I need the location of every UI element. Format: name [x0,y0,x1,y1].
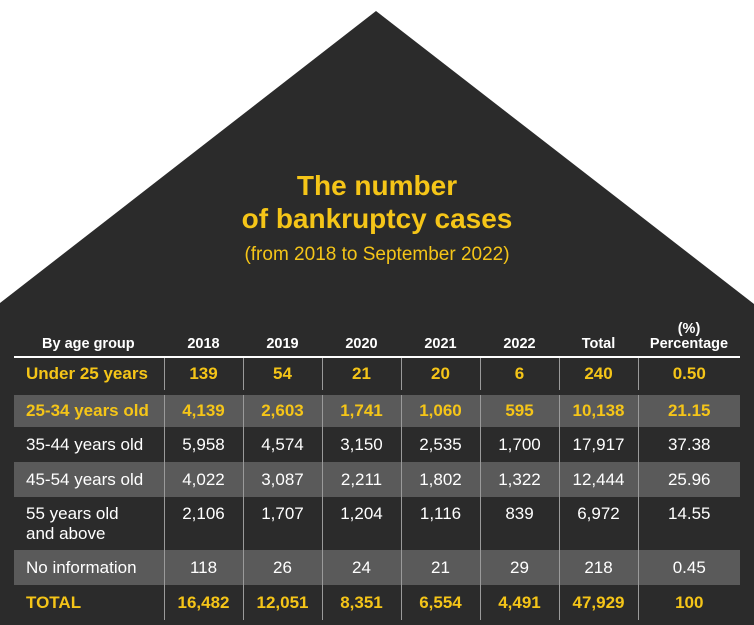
table-cell: 8,351 [321,585,401,620]
table-cell: 6,554 [400,585,480,620]
table-row: 45-54 years old 4,022 3,087 2,211 1,802 1,322… [14,462,740,497]
table-cell: 54 [242,357,322,395]
row-label: 45-54 years old [14,462,164,497]
table-cell: 839 [479,497,559,550]
column-header: 2018 [164,312,243,358]
table-cell: 16,482 [163,585,243,620]
chart-title-line-1: The number [296,170,458,201]
table-cell: 21 [321,357,401,395]
table-header-row: By age group 2018 2019 2020 2021 2022 Total (%)… [14,312,740,358]
table-cell: 4,022 [163,462,243,497]
table-cell: 1,707 [242,497,322,550]
table-cell: 1,116 [400,497,480,550]
table-cell: 20 [400,357,480,395]
table-cell: 14.55 [637,497,740,550]
column-header: (%) Percentage [638,312,740,358]
row-label: 55 years old and above [26,504,119,543]
table-cell: 24 [321,550,401,585]
table-row: 55 years old and above 2,106 1,707 1,204 1,11… [14,497,740,550]
table-cell: 2,535 [400,427,480,462]
column-header: By age group [14,312,164,358]
table-cell: 1,700 [479,427,559,462]
table-row: 25-34 years old 4,139 2,603 1,741 1,060 595 10… [14,392,740,427]
table-cell: 12,444 [558,462,638,497]
column-header: 2021 [401,312,480,358]
table-cell: 47,929 [558,585,638,620]
table-row: TOTAL 16,482 12,051 8,351 6,554 4,491 47,929 10… [14,585,740,620]
table-cell: 12,051 [242,585,322,620]
table-cell: 17,917 [558,427,638,462]
table-cell: 3,150 [321,427,401,462]
table-cell: 4,491 [479,585,559,620]
table-cell: 25.96 [637,462,740,497]
table-cell: 1,060 [400,392,480,427]
table-row: Under 25 years 139 54 21 20 6 240 0.50 [14,357,740,395]
table-cell: 139 [163,357,243,395]
table-cell: 2,603 [242,392,322,427]
table-cell: 0.50 [637,357,740,395]
table-cell: 21 [400,550,480,585]
chart-title-line-2: of bankruptcy cases [241,203,513,234]
table-cell: 100 [637,585,740,620]
column-header: 2022 [480,312,559,358]
table-row: 35-44 years old 5,958 4,574 3,150 2,535 1,700… [14,427,740,462]
table-cell: 1,741 [321,392,401,427]
table-cell: 118 [163,550,243,585]
table-cell: 5,958 [163,427,243,462]
table-body: Under 25 years 139 54 21 20 6 240 0.50 25-34 yea… [14,357,740,620]
table-cell: 37.38 [637,427,740,462]
table-cell: 218 [558,550,638,585]
row-label: TOTAL [26,592,82,612]
row-label: No information [14,550,164,585]
row-label: 35-44 years old [26,434,144,454]
table-cell: 1,322 [479,462,559,497]
table-cell: 1,802 [400,462,480,497]
table-cell: 10,138 [558,392,638,427]
table-row: No information 118 26 24 21 29 218 0.45 [14,550,740,585]
chart-subtitle: (from 2018 to September 2022) [244,244,510,265]
column-header: 2020 [322,312,401,358]
table-cell: 1,204 [321,497,401,550]
row-label: 25-34 years old [14,392,164,427]
table-cell: 2,211 [321,462,401,497]
table-cell: 4,574 [242,427,322,462]
table-cell: 6 [479,357,559,395]
column-header: Total [559,312,638,358]
table-cell: 3,087 [242,462,322,497]
table-cell: 26 [242,550,322,585]
table-cell: 240 [558,357,638,395]
column-header: 2019 [243,312,322,358]
row-label: Under 25 years [14,357,164,395]
table-cell: 2,106 [163,497,243,550]
table-cell: 595 [479,392,559,427]
bankruptcy-table: By age group 2018 2019 2020 2021 2022 Total (%)… [14,312,740,620]
table-cell: 21.15 [637,392,740,427]
table-cell: 4,139 [163,392,243,427]
table-cell: 0.45 [637,550,740,585]
table-cell: 6,972 [558,497,638,550]
table-cell: 29 [479,550,559,585]
